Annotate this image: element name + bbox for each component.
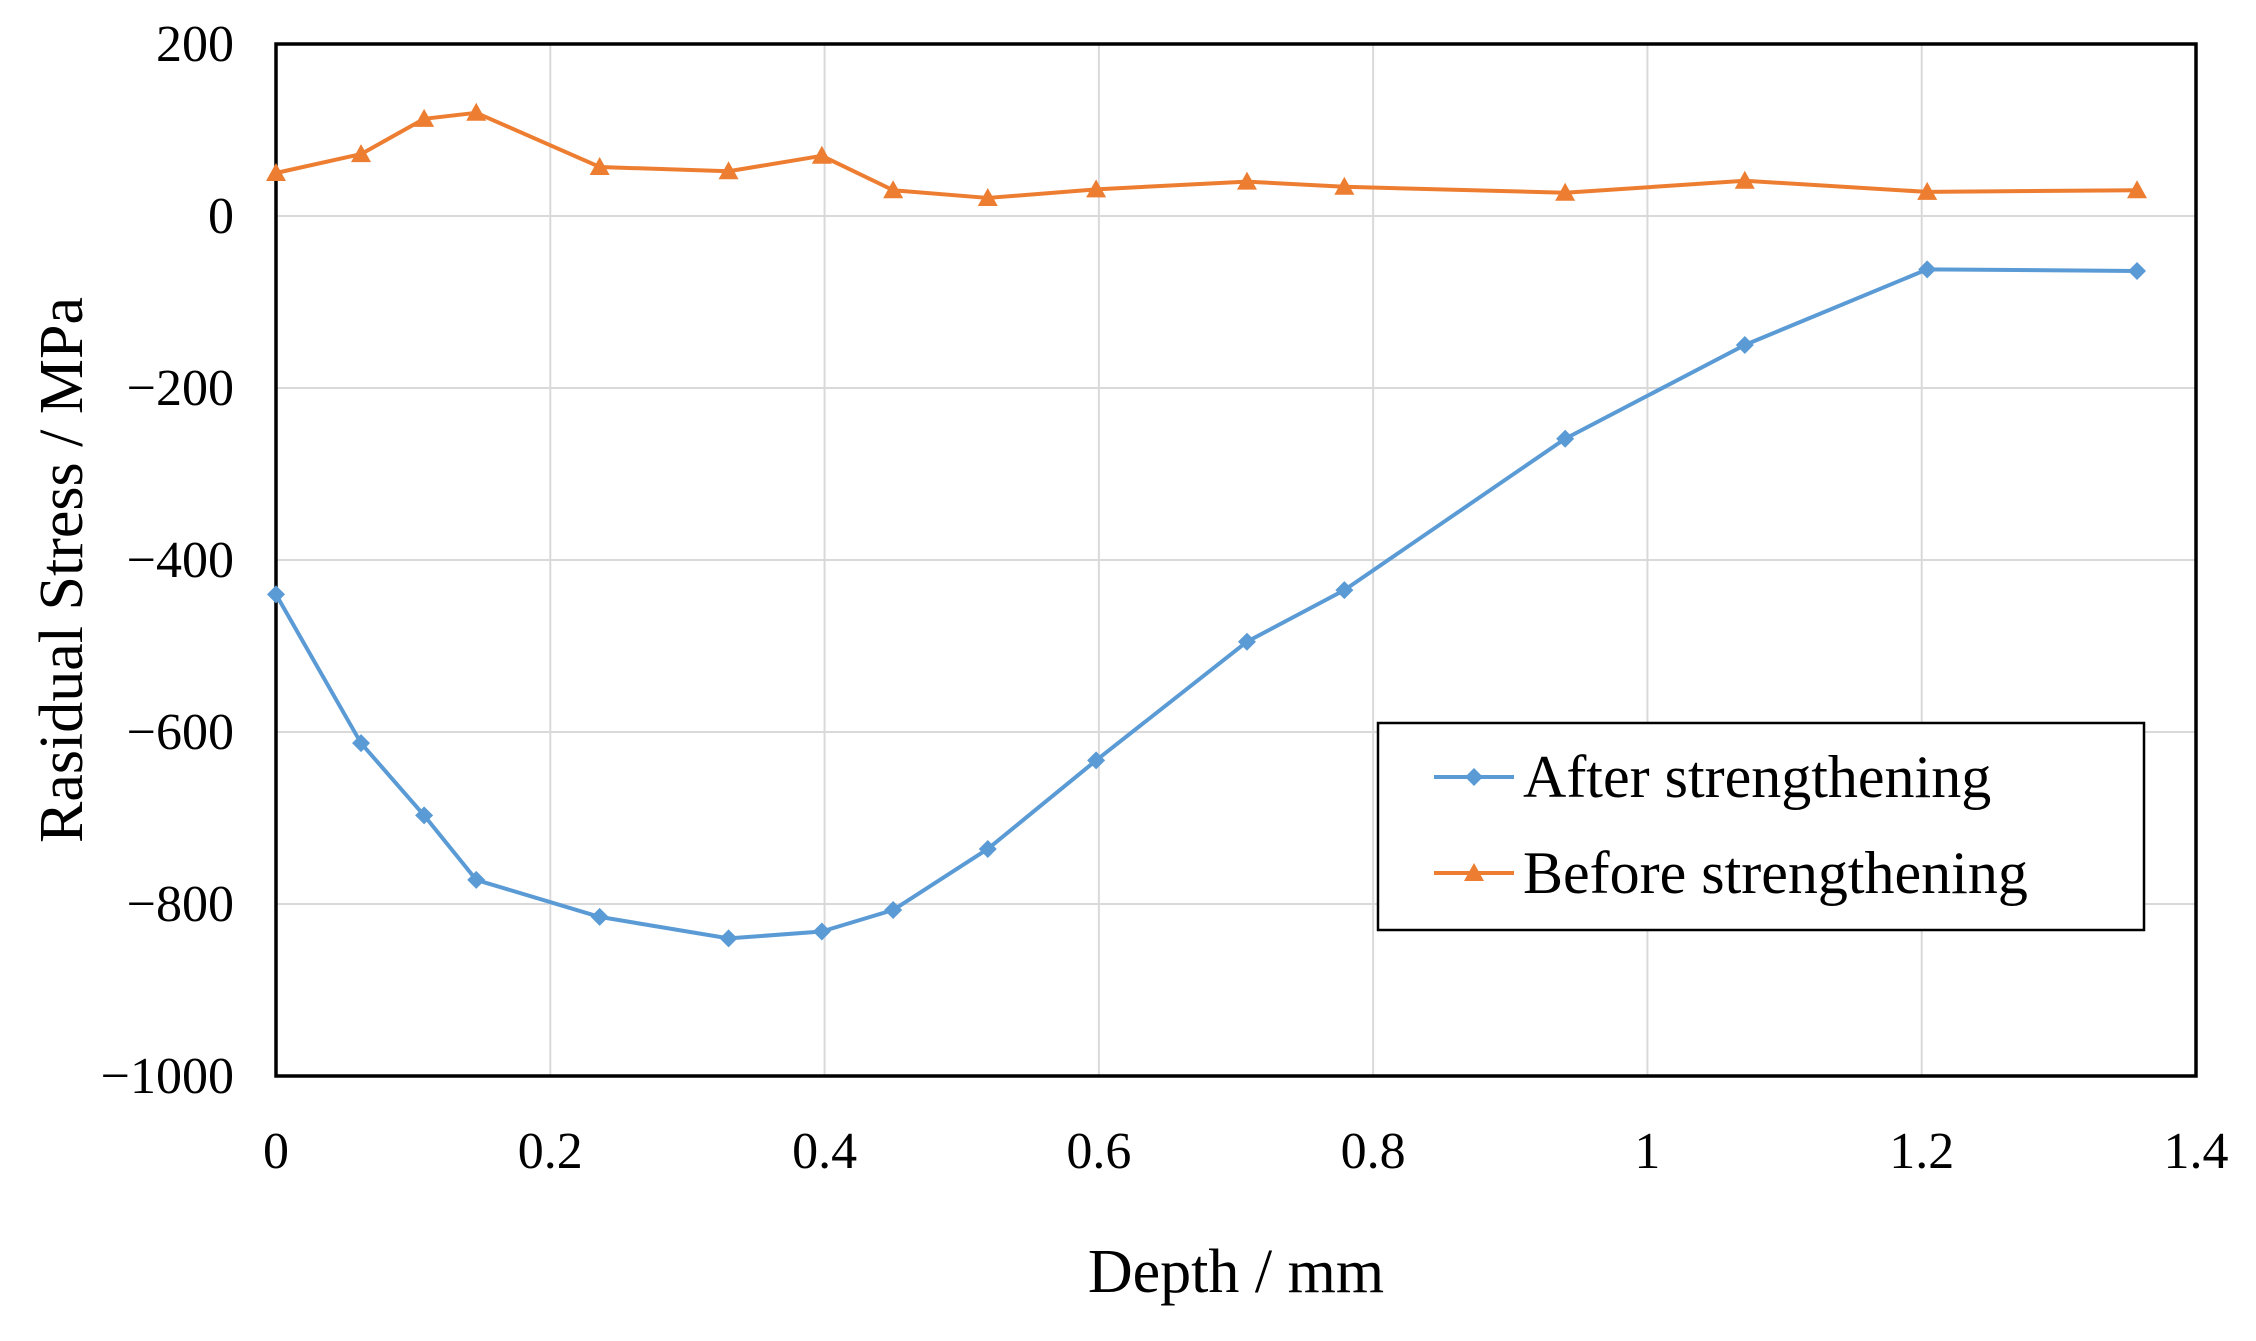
- data-point: [1236, 171, 1257, 190]
- data-point: [977, 187, 998, 206]
- data-point: [1918, 260, 1937, 279]
- y-tick-label: 0: [208, 188, 234, 245]
- y-axis-ticks: 200 0 −200 −400 −600 −800 −1000: [101, 16, 234, 1105]
- data-point: [1555, 182, 1576, 201]
- series-line: [274, 267, 2138, 941]
- data-point: [1556, 429, 1575, 448]
- x-tick-label: 0.6: [1066, 1123, 1131, 1180]
- data-point: [1734, 170, 1755, 189]
- plot-area-frame: [274, 42, 2198, 1078]
- legend-label: Before strengthening: [1523, 840, 2028, 906]
- x-tick-label: 1: [1634, 1123, 1660, 1180]
- data-point: [1334, 176, 1355, 195]
- y-tick-label: −800: [127, 876, 234, 933]
- data-point: [352, 734, 371, 753]
- data-point: [1335, 581, 1354, 600]
- data-point: [467, 870, 486, 889]
- y-axis-title: Rasidual Stress / MPa: [28, 297, 96, 843]
- legend-label: After strengthening: [1523, 744, 1991, 810]
- data-point: [589, 156, 610, 175]
- x-axis-title: Depth / mm: [1088, 1238, 1384, 1306]
- x-tick-label: 0.2: [518, 1123, 583, 1180]
- x-tick-label: 1.4: [2164, 1123, 2229, 1180]
- data-point: [811, 145, 832, 164]
- data-point: [719, 929, 738, 948]
- data-point: [2128, 262, 2147, 281]
- data-point: [884, 901, 903, 920]
- x-axis-ticks: 0 0.2 0.4 0.6 0.8 1 1.2 1.4: [263, 1123, 2229, 1180]
- y-tick-label: −600: [127, 704, 234, 761]
- x-tick-label: 1.2: [1889, 1123, 1954, 1180]
- x-tick-label: 0.4: [792, 1123, 857, 1180]
- y-tick-label: 200: [156, 16, 234, 73]
- x-tick-label: 0.8: [1341, 1123, 1406, 1180]
- data-point: [812, 922, 831, 941]
- data-point: [1735, 336, 1754, 354]
- data-point: [351, 144, 372, 163]
- data-point: [1917, 181, 1938, 200]
- data-point: [1087, 751, 1106, 770]
- data-point: [1237, 632, 1256, 651]
- data-point: [590, 907, 609, 926]
- data-point: [883, 180, 904, 199]
- data-point: [267, 585, 285, 604]
- data-point: [266, 163, 286, 181]
- series-before-strengthening: [266, 102, 2148, 206]
- data-point: [466, 102, 487, 121]
- series-group: [266, 102, 2148, 948]
- y-tick-label: −1000: [101, 1048, 234, 1105]
- legend-marker: [1464, 863, 1484, 881]
- legend-box: [1376, 721, 2146, 932]
- data-point: [718, 161, 739, 180]
- y-tick-label: −200: [127, 360, 234, 417]
- legend-marker: [1465, 768, 1483, 786]
- legend-item: After strengthening: [1434, 744, 1991, 810]
- x-tick-label: 0: [263, 1123, 289, 1180]
- data-point: [415, 806, 434, 825]
- data-point: [978, 839, 997, 858]
- legend-item: Before strengthening: [1434, 840, 2028, 906]
- series-after-strengthening: [267, 260, 2147, 948]
- data-point: [2127, 180, 2148, 199]
- data-point: [414, 108, 435, 127]
- legend: After strengthening Before strengthening: [1376, 721, 2146, 932]
- data-point: [1086, 179, 1107, 198]
- series-line: [275, 110, 2138, 200]
- y-tick-label: −400: [127, 532, 234, 589]
